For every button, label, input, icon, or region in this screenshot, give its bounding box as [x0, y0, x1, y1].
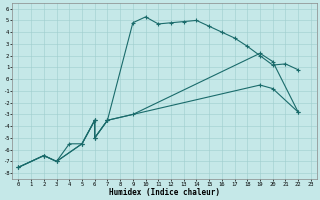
X-axis label: Humidex (Indice chaleur): Humidex (Indice chaleur): [109, 188, 220, 197]
